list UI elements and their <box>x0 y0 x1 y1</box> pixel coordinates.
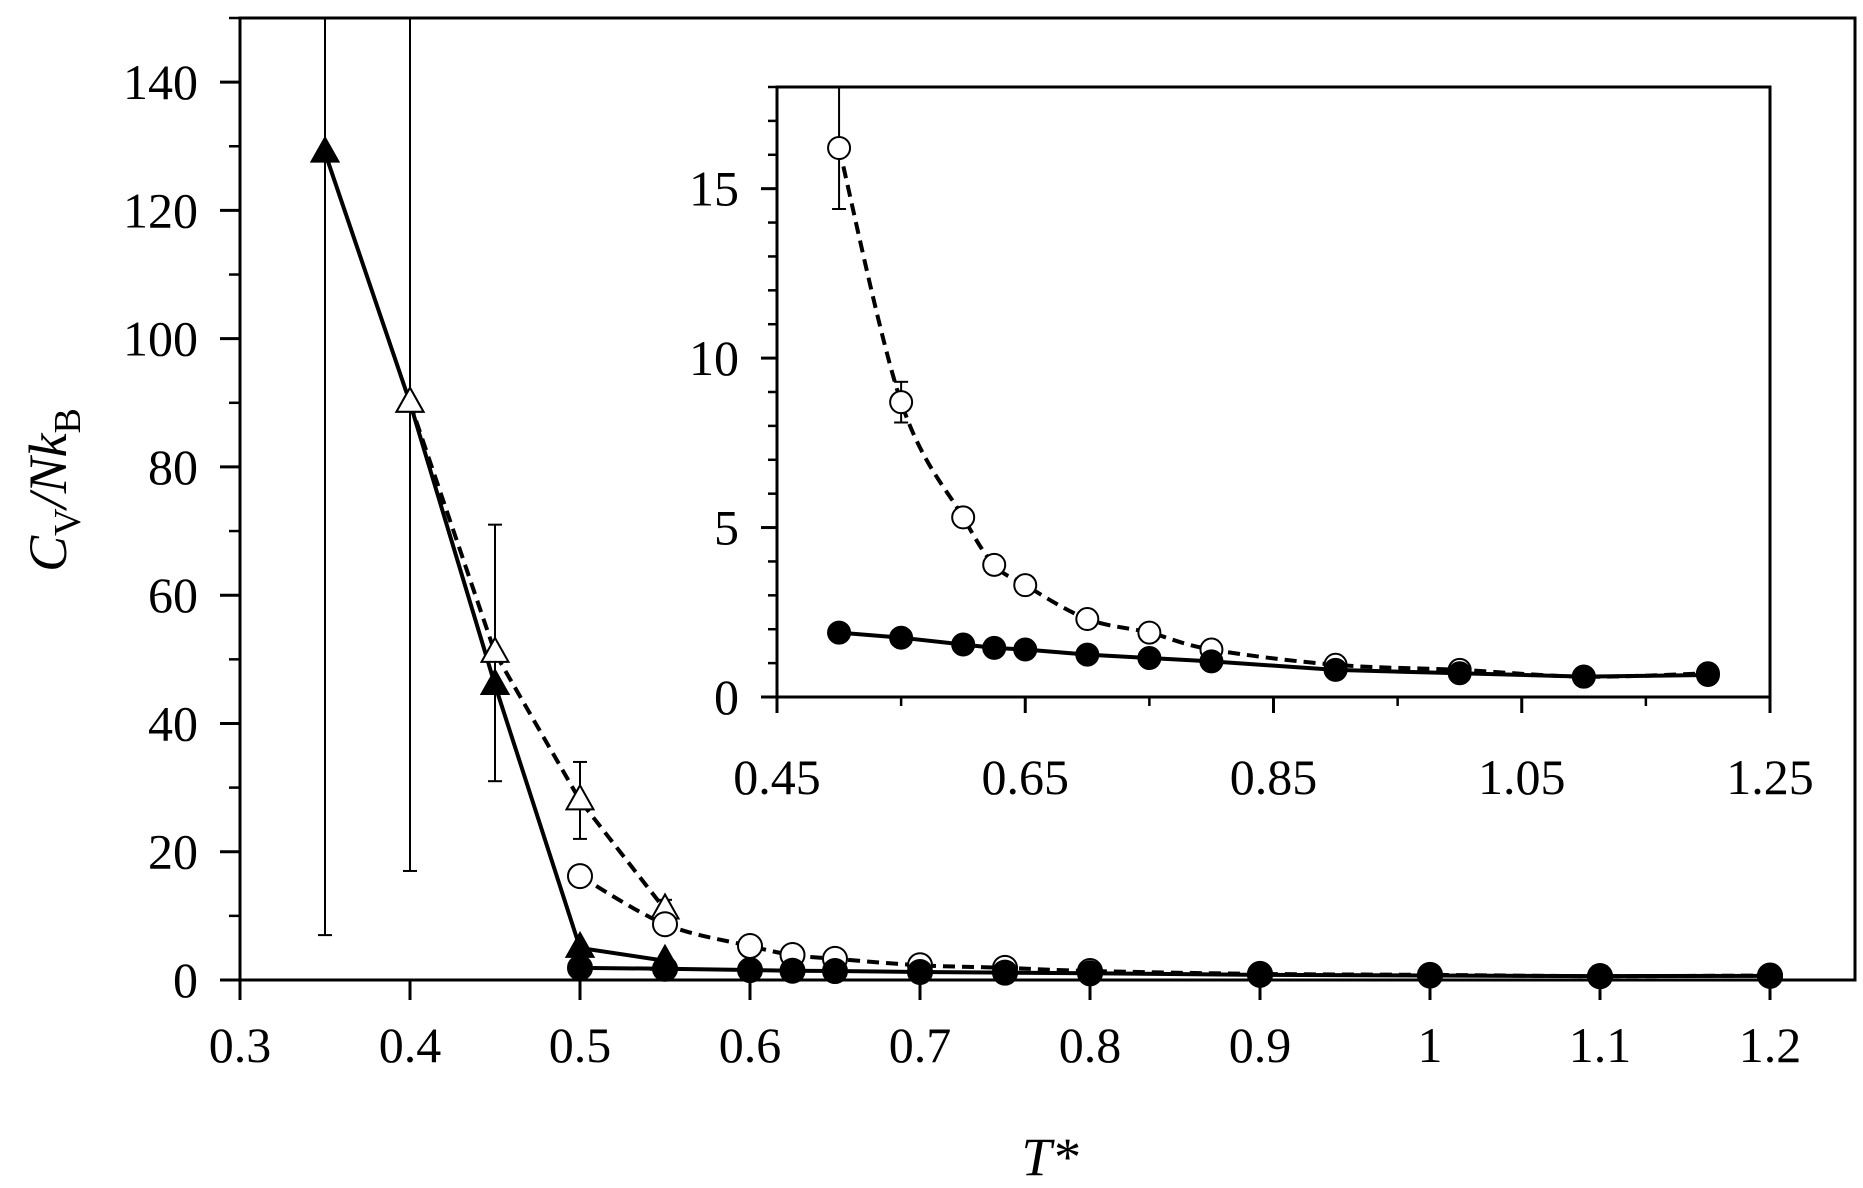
inset-series-circle-filled-point <box>1695 662 1720 687</box>
main-x-tick-label: 0.4 <box>379 1017 442 1073</box>
main-series-circle-filled-point <box>1587 963 1613 990</box>
inset-y-tick-label: 15 <box>689 161 739 217</box>
inset-series-circle-open-point <box>982 552 1007 577</box>
inset-series-circle-open-point <box>889 390 914 415</box>
inset-series-circle-open-point <box>1013 573 1038 598</box>
inset-series-circle-open-point <box>827 136 852 160</box>
main-x-tick-label: 1.1 <box>1569 1017 1632 1073</box>
main-series-circle-filled-point <box>1077 960 1103 987</box>
inset-series-circle-filled-point <box>982 635 1007 660</box>
main-series-triangle-filled-point <box>309 135 341 163</box>
main-series-circle-filled-point <box>992 959 1018 986</box>
inset-y-tick-label: 5 <box>714 500 739 556</box>
main-series-triangle-open-point <box>394 385 426 413</box>
y-title-sub-b: B <box>47 408 89 433</box>
inset-plot-panel: 0.45 0.65 0.85 1.05 1.25 0 5 10 15 <box>689 85 1814 805</box>
main-x-tick-label: 0.3 <box>209 1017 272 1073</box>
inset-x-tick-label: 0.45 <box>733 749 821 805</box>
main-y-tick-label: 100 <box>123 311 198 367</box>
inset-series-circle-filled-point <box>1075 642 1100 667</box>
main-y-tick-label: 60 <box>148 567 198 623</box>
inset-series-circle-filled-point <box>1013 637 1038 662</box>
main-series-triangle-filled <box>309 17 681 971</box>
inset-series-circle-open-point <box>1137 620 1162 645</box>
main-series-triangle-open-point <box>564 783 596 811</box>
inset-series-circle-filled-point <box>1323 657 1348 682</box>
main-x-tick-label: 1.2 <box>1739 1017 1802 1073</box>
main-series-circle-filled-point <box>652 955 678 982</box>
axis-titles: T* CV/NkB <box>18 408 1079 1187</box>
main-y-tick-label: 140 <box>123 54 198 110</box>
x-axis-title: T* <box>1021 1127 1078 1187</box>
main-series-circle-filled-line <box>579 965 1771 979</box>
inset-series-circle-filled-point <box>827 620 852 645</box>
main-series-circle-filled-point <box>779 957 806 984</box>
main-x-tick-label: 0.9 <box>1229 1017 1292 1073</box>
main-series-circle-filled-point <box>822 958 848 985</box>
main-series-circle-filled-point <box>567 954 593 981</box>
main-series-circle-filled-point <box>1417 962 1443 989</box>
inset-y-tick-label: 0 <box>714 669 739 725</box>
main-x-tick-label: 0.8 <box>1059 1017 1122 1073</box>
main-series-circle-open-point <box>567 863 593 890</box>
main-y-tick-label: 40 <box>148 695 198 751</box>
inset-series-circle-filled-point <box>1199 649 1224 674</box>
inset-series-circle-filled-point <box>1571 664 1596 689</box>
inset-series-circle-filled <box>827 620 1720 689</box>
inset-series-circle-filled-point <box>889 625 914 650</box>
main-x-tick-label: 0.7 <box>889 1017 952 1073</box>
y-title-sub-a: V <box>47 508 89 536</box>
inset-x-tick-label: 0.65 <box>982 749 1070 805</box>
main-y-tick-label: 120 <box>123 182 198 238</box>
main-series-circle-open-point <box>652 911 678 938</box>
main-series-triangle-open <box>394 385 681 921</box>
y-title-main-b: /Nk <box>18 432 78 511</box>
main-series-triangle-filled-point <box>564 930 596 958</box>
inset-series-circle-filled-point <box>1137 646 1162 671</box>
main-y-tick-label: 20 <box>148 824 198 880</box>
main-plot-frame <box>238 16 1857 982</box>
inset-background <box>777 87 1770 697</box>
main-series-circle-filled-point <box>907 958 933 985</box>
inset-series-circle-open-line <box>837 147 1708 679</box>
main-y-tick-label: 0 <box>173 952 198 1008</box>
inset-x-tick-label: 1.05 <box>1478 749 1566 805</box>
main-series-triangle-open-point <box>479 635 511 663</box>
inset-series-circle-open-point <box>951 505 976 530</box>
main-x-tick-label: 1 <box>1418 1017 1443 1073</box>
main-series-circle-filled <box>567 954 1783 990</box>
main-series-triangle-open-line <box>408 402 667 911</box>
y-axis-title: CV/NkB <box>18 408 89 572</box>
y-title-main-a: C <box>18 535 78 572</box>
main-series-circle-filled-point <box>1757 962 1783 989</box>
main-series-circle-open-point <box>737 933 763 960</box>
inset-series-circle-filled-point <box>1447 661 1472 686</box>
inset-y-tick-label: 10 <box>689 330 739 386</box>
inset-x-tick-label: 1.25 <box>1726 749 1814 805</box>
main-x-tick-label: 0.6 <box>719 1017 782 1073</box>
main-series-circle-filled-point <box>1247 961 1273 988</box>
main-x-tick-label: 0.5 <box>549 1017 612 1073</box>
inset-series-circle-filled-point <box>951 632 976 657</box>
inset-series-circle-open-point <box>1075 607 1100 632</box>
y-axis-title-group: CV/NkB <box>18 408 89 572</box>
main-series-circle-filled-point <box>737 957 763 984</box>
main-y-tick-label: 80 <box>148 439 198 495</box>
main-plot-panel: 0.3 0.4 0.5 0.6 0.7 0.8 0.9 1 1.1 1.2020406080100… <box>123 16 1857 1073</box>
inset-x-tick-label: 0.85 <box>1230 749 1318 805</box>
